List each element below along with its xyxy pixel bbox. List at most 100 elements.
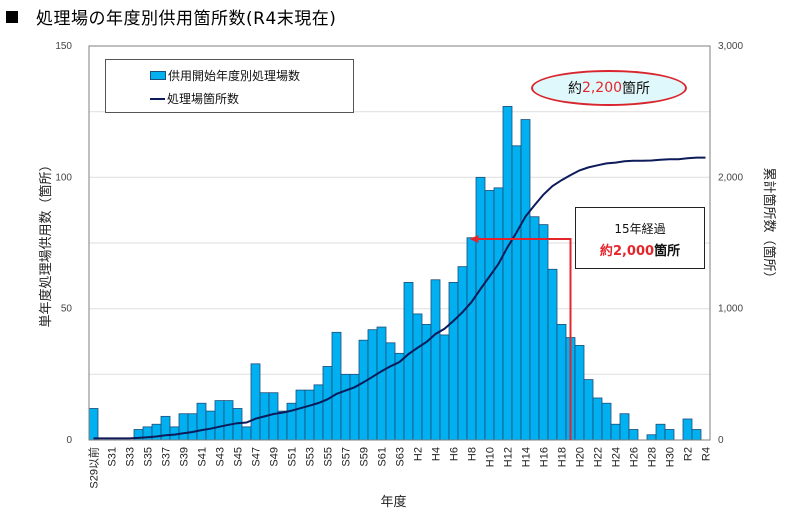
page-title: 処理場の年度別供用箇所数(R4末現在) xyxy=(6,4,336,29)
y2-tick-label: 1,000 xyxy=(718,304,743,315)
bar-H25 xyxy=(619,413,630,441)
y2-tick-label: 3,000 xyxy=(718,41,743,52)
bar-H16 xyxy=(538,224,549,441)
x-tick-label: S33 xyxy=(125,447,137,467)
legend-bar-label: 供用開始年度別処理場数 xyxy=(168,69,301,83)
bar-S62 xyxy=(385,342,396,441)
bar-S63 xyxy=(394,352,405,441)
bar-H1 xyxy=(403,281,414,441)
bar-S46 xyxy=(241,426,252,441)
annotation-arrow xyxy=(469,235,572,440)
bar-series xyxy=(88,106,702,441)
bar-H8 xyxy=(466,237,477,441)
cumulative-line xyxy=(93,156,706,440)
x-tick-label: H20 xyxy=(575,447,587,467)
x-tick-label: H18 xyxy=(557,447,569,467)
bar-S51 xyxy=(286,402,297,441)
arrow-line xyxy=(477,238,572,440)
x-tick-label: S29以前 xyxy=(87,447,101,489)
x-tick-label: H26 xyxy=(629,447,641,467)
bar-H2 xyxy=(412,313,423,441)
x-tick-label: S47 xyxy=(251,447,263,467)
bar-H28 xyxy=(646,434,657,441)
y2-tick-label: 0 xyxy=(718,435,724,446)
bar-S40 xyxy=(187,413,198,441)
bar-S59 xyxy=(358,339,369,441)
bar-S44 xyxy=(223,400,234,441)
bar-S39 xyxy=(178,413,189,441)
x-tick-label: H12 xyxy=(503,447,515,467)
x-tick-label: H4 xyxy=(431,447,443,461)
bar-H17 xyxy=(547,268,558,441)
bar-H14 xyxy=(520,119,531,441)
bar-S49 xyxy=(268,392,279,441)
bar-S43 xyxy=(214,400,225,441)
legend-item-line: 処理場箇所数 xyxy=(150,90,239,107)
fifteen-year-callout: 15年経過 約2,000箇所 xyxy=(575,207,705,269)
fifteen-year-prefix: 約 xyxy=(599,244,613,259)
bar-H7 xyxy=(457,266,468,441)
legend-item-bars: 供用開始年度別処理場数 xyxy=(150,67,300,84)
bar-H10 xyxy=(484,190,495,441)
x-tick-label: H22 xyxy=(593,447,605,467)
bar-S55 xyxy=(322,366,333,441)
bar-S50 xyxy=(277,410,288,441)
x-tick-label: S45 xyxy=(233,447,245,467)
bar-H29 xyxy=(655,423,666,441)
bar-S53 xyxy=(304,389,315,441)
bar-S56 xyxy=(331,331,342,441)
x-tick-label: H2 xyxy=(413,447,425,461)
y-axis-label: 単年度処理場供用数（箇所） xyxy=(38,158,54,327)
y-tick-label: 0 xyxy=(66,435,72,446)
x-tick-label: S61 xyxy=(377,447,389,467)
bar-H13 xyxy=(511,145,522,441)
x-tick-label: R4 xyxy=(701,447,713,461)
bar-H22 xyxy=(592,397,603,441)
bar-S58 xyxy=(349,373,360,441)
x-tick-label: H16 xyxy=(539,447,551,467)
x-tick-label: S41 xyxy=(197,447,209,467)
total-prefix: 約 xyxy=(567,81,582,97)
square-bullet-icon xyxy=(6,11,18,23)
bar-S61 xyxy=(376,326,387,441)
bar-H20 xyxy=(574,345,585,441)
fifteen-year-title: 15年経過 xyxy=(614,222,666,236)
x-tick-label: R2 xyxy=(683,447,695,461)
bar-R2 xyxy=(682,418,693,441)
bar-H24 xyxy=(610,423,621,441)
line-swatch-icon xyxy=(150,97,165,100)
x-tick-label: S57 xyxy=(341,447,353,467)
legend-line-label: 処理場箇所数 xyxy=(167,92,240,106)
arrow-head-icon xyxy=(469,235,479,243)
x-tick-label: S39 xyxy=(179,447,191,467)
y2-tick-label: 2,000 xyxy=(718,172,743,183)
bar-H11 xyxy=(493,187,504,441)
total-value: 2,200 xyxy=(581,80,623,96)
x-tick-label: S43 xyxy=(215,447,227,467)
x-tick-label: H30 xyxy=(665,447,677,467)
bar-H23 xyxy=(601,402,612,441)
bar-R3 xyxy=(691,429,702,441)
bar-S29以前 xyxy=(88,408,99,441)
x-tick-label: S49 xyxy=(269,447,281,467)
bar-swatch-icon xyxy=(150,71,166,80)
total-callout: 約 2,200 箇所 xyxy=(531,70,687,106)
bar-H21 xyxy=(583,379,594,441)
y-tick-label: 150 xyxy=(55,41,72,52)
x-tick-label: S35 xyxy=(143,447,155,467)
bar-H4 xyxy=(430,279,441,441)
x-tick-label: H28 xyxy=(647,447,659,467)
bar-S47 xyxy=(250,363,261,441)
bar-S52 xyxy=(295,389,306,441)
x-tick-label: S51 xyxy=(287,447,299,467)
x-tick-label: H8 xyxy=(467,447,479,461)
bar-S60 xyxy=(367,329,378,441)
x-tick-label: S63 xyxy=(395,447,407,467)
x-tick-label: S55 xyxy=(323,447,335,467)
x-tick-label: H14 xyxy=(521,447,533,467)
bar-H9 xyxy=(475,176,486,441)
bar-H5 xyxy=(439,334,450,441)
y-tick-label: 100 xyxy=(55,172,72,183)
x-tick-label: S31 xyxy=(107,447,119,467)
